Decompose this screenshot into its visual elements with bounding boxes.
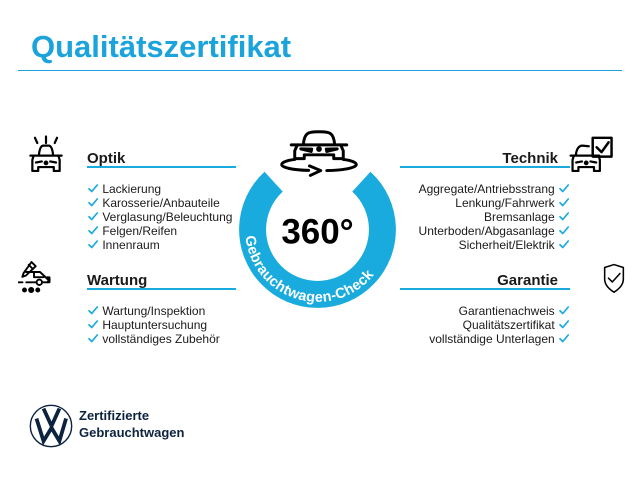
svg-text:360°: 360° xyxy=(281,212,353,251)
